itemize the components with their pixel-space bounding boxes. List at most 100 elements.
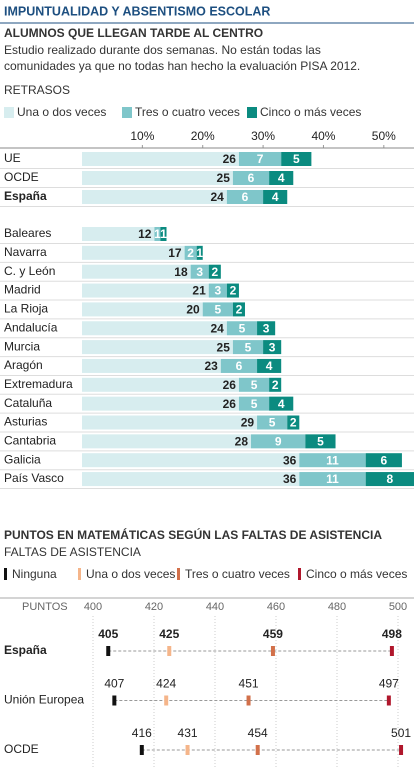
bar-segment <box>82 340 233 355</box>
category-label: Andalucía <box>4 320 58 334</box>
bar-segment <box>202 302 233 317</box>
bar-segment <box>184 245 197 260</box>
value-label: 454 <box>248 726 268 740</box>
category-label: Aragón <box>4 358 43 372</box>
value-label: 5 <box>214 303 221 317</box>
category-label: España <box>4 189 47 203</box>
value-label: 3 <box>196 265 203 279</box>
legend-label: Tres o cuatro veces <box>185 567 290 581</box>
category-label: Baleares <box>4 226 51 240</box>
category-label: Navarra <box>4 245 47 259</box>
category-label: UE <box>4 151 21 165</box>
description: comunidades ya que no todas han hecho la… <box>4 59 360 73</box>
bar-segment <box>82 264 191 279</box>
category-label: C. y León <box>4 264 55 278</box>
bar-segment <box>154 227 161 241</box>
dot-marker <box>270 646 275 656</box>
x-tick-label: 480 <box>328 601 346 613</box>
x-tick-label: 500 <box>389 601 407 613</box>
category-label: Extremadura <box>4 377 73 391</box>
value-label: 11 <box>326 453 339 467</box>
bar-segment <box>82 227 155 241</box>
legend-label: Una o dos veces <box>86 567 175 581</box>
bar-segment <box>82 358 221 373</box>
bar-segment <box>257 415 288 430</box>
value-label: 25 <box>217 340 231 354</box>
bar-segment <box>82 283 209 298</box>
description: Estudio realizado durante dos semanas. N… <box>4 43 321 57</box>
value-label: 4 <box>272 190 279 204</box>
value-label: 26 <box>223 397 237 411</box>
value-label: 11 <box>326 472 339 486</box>
dot-marker <box>389 646 394 656</box>
legend-swatch <box>78 568 81 580</box>
value-label: 8 <box>387 472 394 486</box>
value-label: 4 <box>266 359 273 373</box>
legend-swatch <box>4 568 7 580</box>
dot-marker <box>386 695 391 706</box>
category-label: La Rioja <box>4 302 48 316</box>
legend-swatch <box>247 107 257 118</box>
value-label: 6 <box>380 453 387 467</box>
value-label: 12 <box>138 227 152 241</box>
dot-marker <box>112 695 117 706</box>
dot-marker <box>246 695 251 706</box>
bar-segment <box>299 453 366 468</box>
dot-marker <box>255 745 260 755</box>
value-label: 3 <box>269 340 276 354</box>
bar-segment <box>287 415 300 430</box>
value-label: 431 <box>178 726 198 740</box>
value-label: 405 <box>98 627 118 641</box>
bar-segment <box>269 377 282 392</box>
value-label: 5 <box>251 378 258 392</box>
value-label: 26 <box>223 378 237 392</box>
value-label: 28 <box>235 435 249 449</box>
legend-label: Una o dos veces <box>17 105 106 119</box>
value-label: 36 <box>283 472 297 486</box>
bar-segment <box>263 190 288 204</box>
x-tick-label: 460 <box>267 601 285 613</box>
bar-segment <box>269 171 294 185</box>
bar-segment <box>208 264 221 279</box>
bar-segment <box>220 358 258 373</box>
category-label: País Vasco <box>4 471 64 485</box>
legend-swatch <box>4 107 14 118</box>
bar-segment <box>232 340 264 355</box>
value-label: 459 <box>263 627 283 641</box>
value-label: 5 <box>239 321 246 335</box>
bar-segment <box>190 264 209 279</box>
x-tick-label: 400 <box>84 601 102 613</box>
category-label: Cantabria <box>4 434 56 448</box>
value-label: 6 <box>242 190 249 204</box>
x-tick-label: 420 <box>145 601 163 613</box>
value-label: 25 <box>217 171 231 185</box>
bar-segment <box>82 245 185 260</box>
value-label: 2 <box>236 303 243 317</box>
legend-label: Cinco o más veces <box>260 105 361 119</box>
bar-segment <box>82 453 300 468</box>
value-label: 5 <box>245 340 252 354</box>
bar-segment <box>82 302 203 317</box>
x-tick-label: 10% <box>130 129 154 143</box>
value-label: 3 <box>263 321 270 335</box>
category-label: OCDE <box>4 170 39 184</box>
category-label: Murcia <box>4 339 40 353</box>
x-tick-label: 50% <box>372 129 396 143</box>
bar-segment <box>82 472 300 487</box>
value-label: 5 <box>269 416 276 430</box>
bar-segment <box>226 321 258 336</box>
dot-marker <box>139 745 144 755</box>
bar-segment <box>263 340 282 355</box>
value-label: 24 <box>211 190 225 204</box>
section-label: RETRASOS <box>4 83 70 97</box>
x-axis-label: PUNTOS <box>22 601 68 613</box>
value-label: 451 <box>239 677 259 691</box>
value-label: 424 <box>156 677 176 691</box>
value-label: 23 <box>204 359 218 373</box>
value-label: 2 <box>290 416 297 430</box>
bar-segment <box>208 283 227 298</box>
bar-segment <box>269 396 294 411</box>
subtitle: FALTAS DE ASISTENCIA <box>4 545 141 559</box>
value-label: 425 <box>159 627 179 641</box>
bar-segment <box>82 321 227 336</box>
